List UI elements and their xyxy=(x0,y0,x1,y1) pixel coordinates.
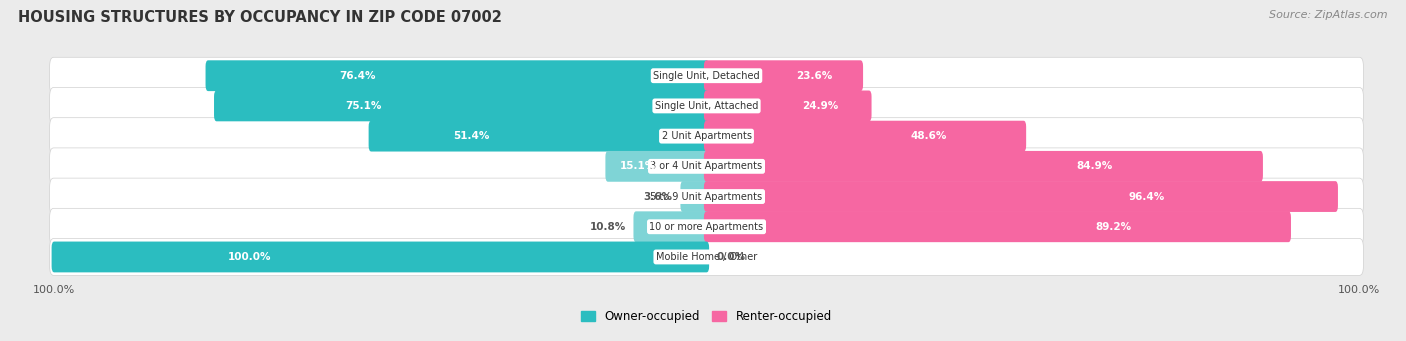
Text: 23.6%: 23.6% xyxy=(796,71,832,81)
Text: 89.2%: 89.2% xyxy=(1095,222,1132,232)
FancyBboxPatch shape xyxy=(704,181,1339,212)
FancyBboxPatch shape xyxy=(681,181,709,212)
FancyBboxPatch shape xyxy=(368,121,709,151)
FancyBboxPatch shape xyxy=(634,211,709,242)
Text: 3.6%: 3.6% xyxy=(644,192,672,202)
Text: HOUSING STRUCTURES BY OCCUPANCY IN ZIP CODE 07002: HOUSING STRUCTURES BY OCCUPANCY IN ZIP C… xyxy=(18,10,502,25)
FancyBboxPatch shape xyxy=(49,178,1364,215)
FancyBboxPatch shape xyxy=(49,148,1364,185)
FancyBboxPatch shape xyxy=(214,90,709,121)
FancyBboxPatch shape xyxy=(704,90,872,121)
FancyBboxPatch shape xyxy=(704,151,1263,182)
Text: 24.9%: 24.9% xyxy=(801,101,838,111)
FancyBboxPatch shape xyxy=(205,60,709,91)
Text: 48.6%: 48.6% xyxy=(910,131,946,141)
Text: 5 to 9 Unit Apartments: 5 to 9 Unit Apartments xyxy=(651,192,762,202)
Text: 76.4%: 76.4% xyxy=(339,71,375,81)
Legend: Owner-occupied, Renter-occupied: Owner-occupied, Renter-occupied xyxy=(581,310,832,323)
Text: 75.1%: 75.1% xyxy=(346,101,382,111)
Text: 51.4%: 51.4% xyxy=(454,131,491,141)
Text: 2 Unit Apartments: 2 Unit Apartments xyxy=(661,131,752,141)
FancyBboxPatch shape xyxy=(49,239,1364,276)
FancyBboxPatch shape xyxy=(49,118,1364,154)
Text: 0.0%: 0.0% xyxy=(717,252,747,262)
FancyBboxPatch shape xyxy=(49,208,1364,245)
Text: Single Unit, Attached: Single Unit, Attached xyxy=(655,101,758,111)
FancyBboxPatch shape xyxy=(704,211,1291,242)
Text: Single Unit, Detached: Single Unit, Detached xyxy=(654,71,759,81)
FancyBboxPatch shape xyxy=(49,88,1364,124)
Text: Source: ZipAtlas.com: Source: ZipAtlas.com xyxy=(1270,10,1388,20)
Text: 3 or 4 Unit Apartments: 3 or 4 Unit Apartments xyxy=(651,161,762,171)
Text: Mobile Home / Other: Mobile Home / Other xyxy=(655,252,758,262)
FancyBboxPatch shape xyxy=(606,151,709,182)
FancyBboxPatch shape xyxy=(704,121,1026,151)
Text: 100.0%: 100.0% xyxy=(228,252,271,262)
FancyBboxPatch shape xyxy=(49,57,1364,94)
FancyBboxPatch shape xyxy=(52,241,709,272)
Text: 15.1%: 15.1% xyxy=(620,161,655,171)
Text: 96.4%: 96.4% xyxy=(1129,192,1164,202)
Text: 10.8%: 10.8% xyxy=(589,222,626,232)
Text: 84.9%: 84.9% xyxy=(1076,161,1112,171)
Text: 10 or more Apartments: 10 or more Apartments xyxy=(650,222,763,232)
FancyBboxPatch shape xyxy=(704,60,863,91)
